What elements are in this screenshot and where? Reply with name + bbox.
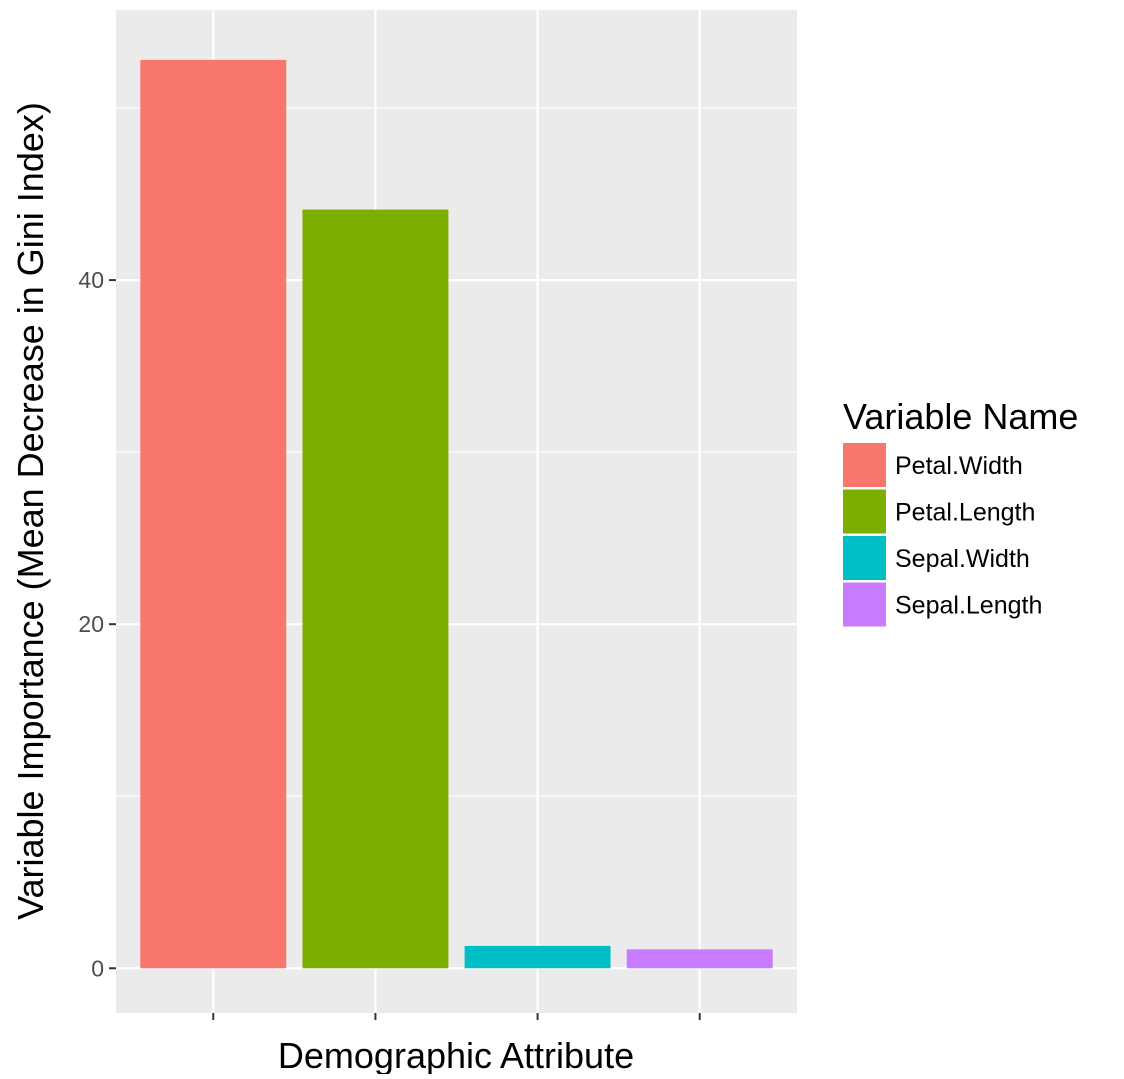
bar-petal-length [302,209,449,969]
legend: Variable Name Petal.Width Petal.Length Sep… [843,396,1078,627]
bar-petal-width [140,59,287,969]
legend-title: Variable Name [843,396,1078,437]
legend-label: Petal.Width [895,452,1023,480]
bar-sepal-length [626,949,773,969]
x-axis [212,1013,701,1020]
legend-key-petal-width [843,443,886,487]
legend-key-sepal-length [843,582,886,627]
bars [140,59,773,969]
bar-sepal-width [464,945,611,969]
y-tick-label: 40 [78,267,104,293]
y-tick-label: 0 [91,955,104,981]
legend-key-sepal-width [843,536,886,580]
y-tick-label: 20 [78,611,104,637]
y-axis: 0 20 40 [78,267,116,981]
legend-key-petal-length [843,489,886,534]
legend-label: Sepal.Length [895,592,1042,620]
legend-label: Petal.Length [895,499,1035,527]
legend-label: Sepal.Width [895,545,1030,573]
y-axis-title: Variable Importance (Mean Decrease in Gi… [10,102,51,920]
x-axis-title: Demographic Attribute [278,1035,634,1074]
